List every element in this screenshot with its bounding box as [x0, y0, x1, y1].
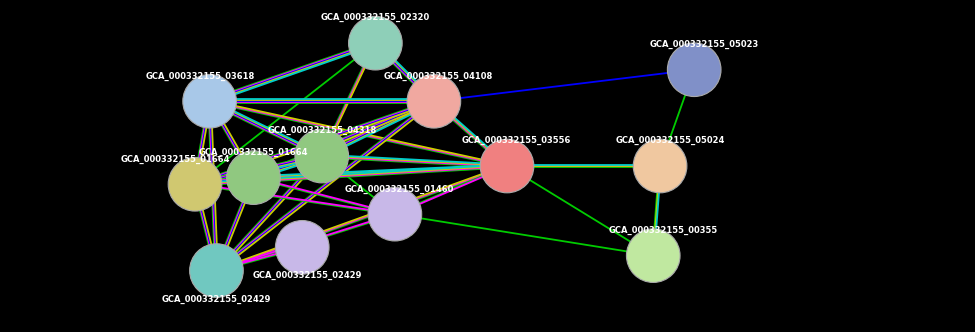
Text: GCA_000332155_04108: GCA_000332155_04108: [384, 71, 493, 81]
Text: GCA_000332155_05023: GCA_000332155_05023: [649, 40, 759, 49]
Text: GCA_000332155_01664: GCA_000332155_01664: [199, 148, 308, 157]
Ellipse shape: [168, 157, 222, 211]
Text: GCA_000332155_02320: GCA_000332155_02320: [321, 12, 430, 22]
Ellipse shape: [369, 187, 421, 241]
Ellipse shape: [226, 151, 281, 205]
Ellipse shape: [408, 74, 460, 128]
Ellipse shape: [189, 244, 244, 297]
Ellipse shape: [634, 139, 686, 193]
Ellipse shape: [626, 229, 681, 283]
Ellipse shape: [667, 43, 721, 97]
Ellipse shape: [349, 16, 402, 70]
Text: GCA_000332155_00355: GCA_000332155_00355: [608, 226, 718, 235]
Text: GCA_000332155_01460: GCA_000332155_01460: [345, 185, 454, 194]
Text: GCA_000332155_03556: GCA_000332155_03556: [462, 136, 571, 145]
Text: GCA_000332155_03618: GCA_000332155_03618: [145, 71, 254, 81]
Ellipse shape: [183, 74, 236, 128]
Text: GCA_000332155_05024: GCA_000332155_05024: [615, 136, 724, 145]
Ellipse shape: [480, 139, 534, 193]
Text: GCA_000332155_02429: GCA_000332155_02429: [253, 271, 362, 281]
Text: GCA_000332155_01664: GCA_000332155_01664: [121, 154, 230, 164]
Text: GCA_000332155_02429: GCA_000332155_02429: [162, 294, 271, 304]
Ellipse shape: [294, 129, 349, 183]
Text: GCA_000332155_04318: GCA_000332155_04318: [267, 126, 376, 135]
Ellipse shape: [275, 220, 330, 274]
